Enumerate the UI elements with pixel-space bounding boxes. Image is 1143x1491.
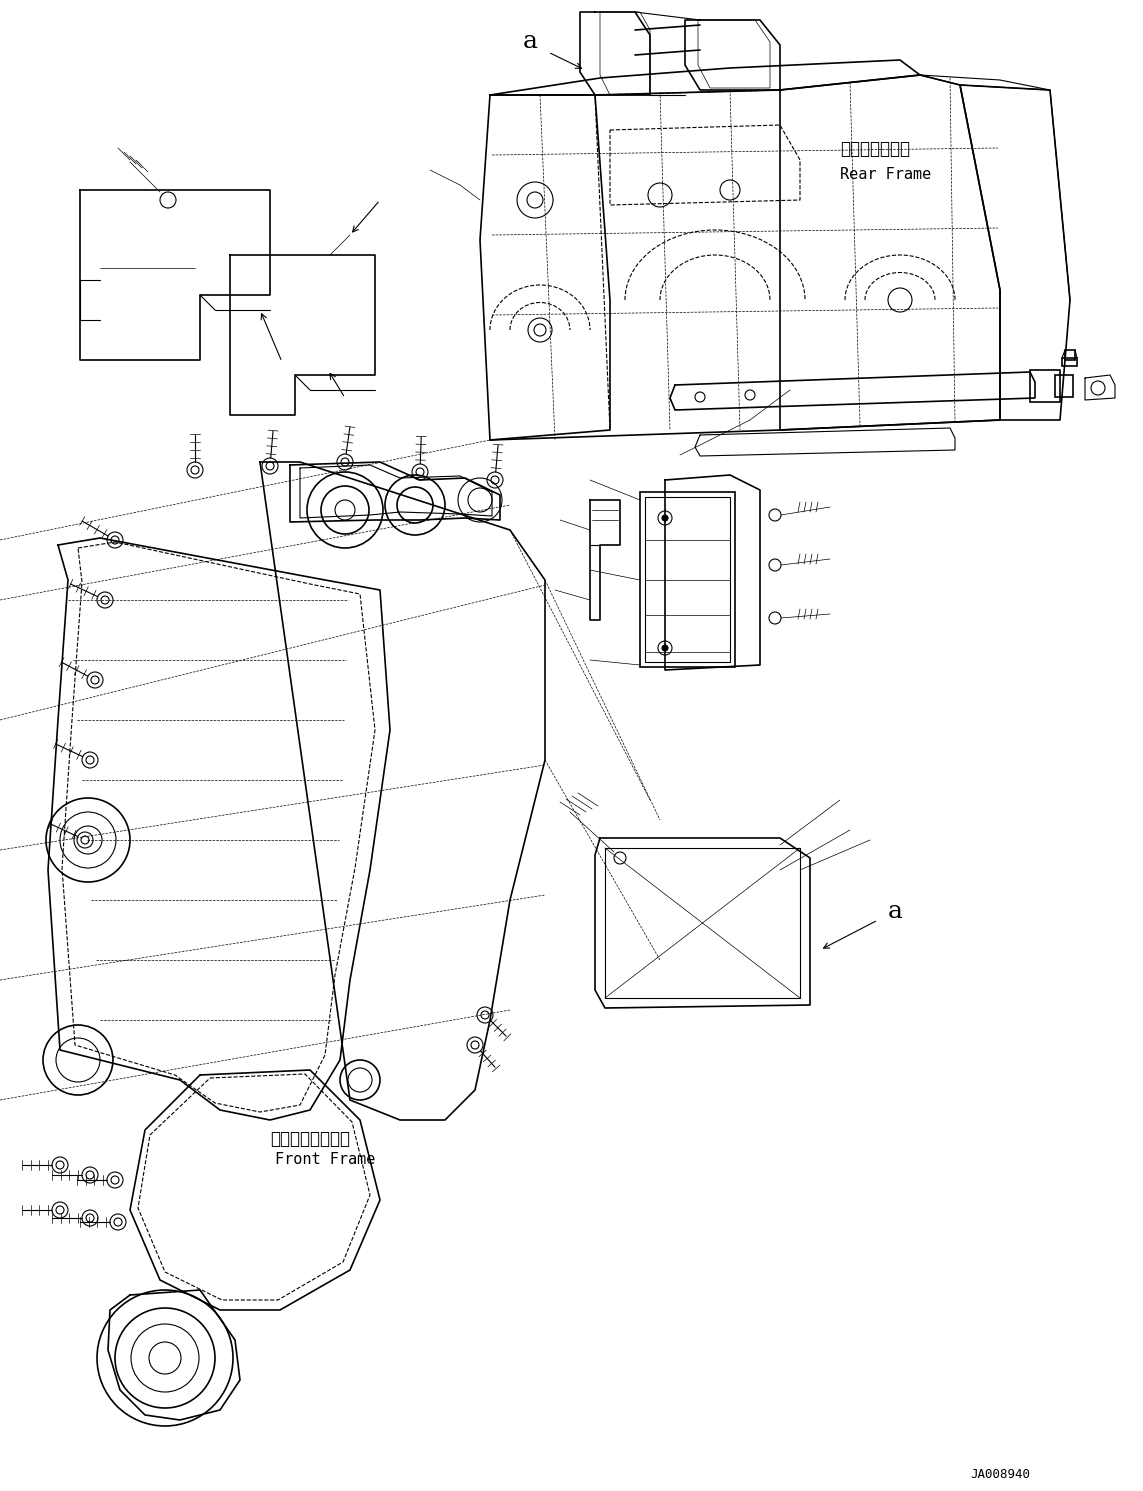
Bar (1062, 358, 1077, 365)
Bar (1030, 370, 1060, 403)
Text: a: a (522, 30, 537, 54)
Text: JA008940: JA008940 (970, 1469, 1030, 1481)
Bar (645, 497, 730, 662)
Text: Front Frame: Front Frame (275, 1153, 375, 1167)
Text: フロントフレーム: フロントフレーム (270, 1130, 350, 1148)
Text: Rear Frame: Rear Frame (840, 167, 932, 182)
Bar (640, 492, 735, 666)
Bar (1065, 350, 1076, 359)
Circle shape (662, 646, 668, 652)
Text: a: a (887, 901, 903, 923)
Text: リヤーフレーム: リヤーフレーム (840, 140, 910, 158)
Circle shape (662, 514, 668, 520)
Bar (605, 848, 800, 997)
Bar (1055, 376, 1073, 397)
